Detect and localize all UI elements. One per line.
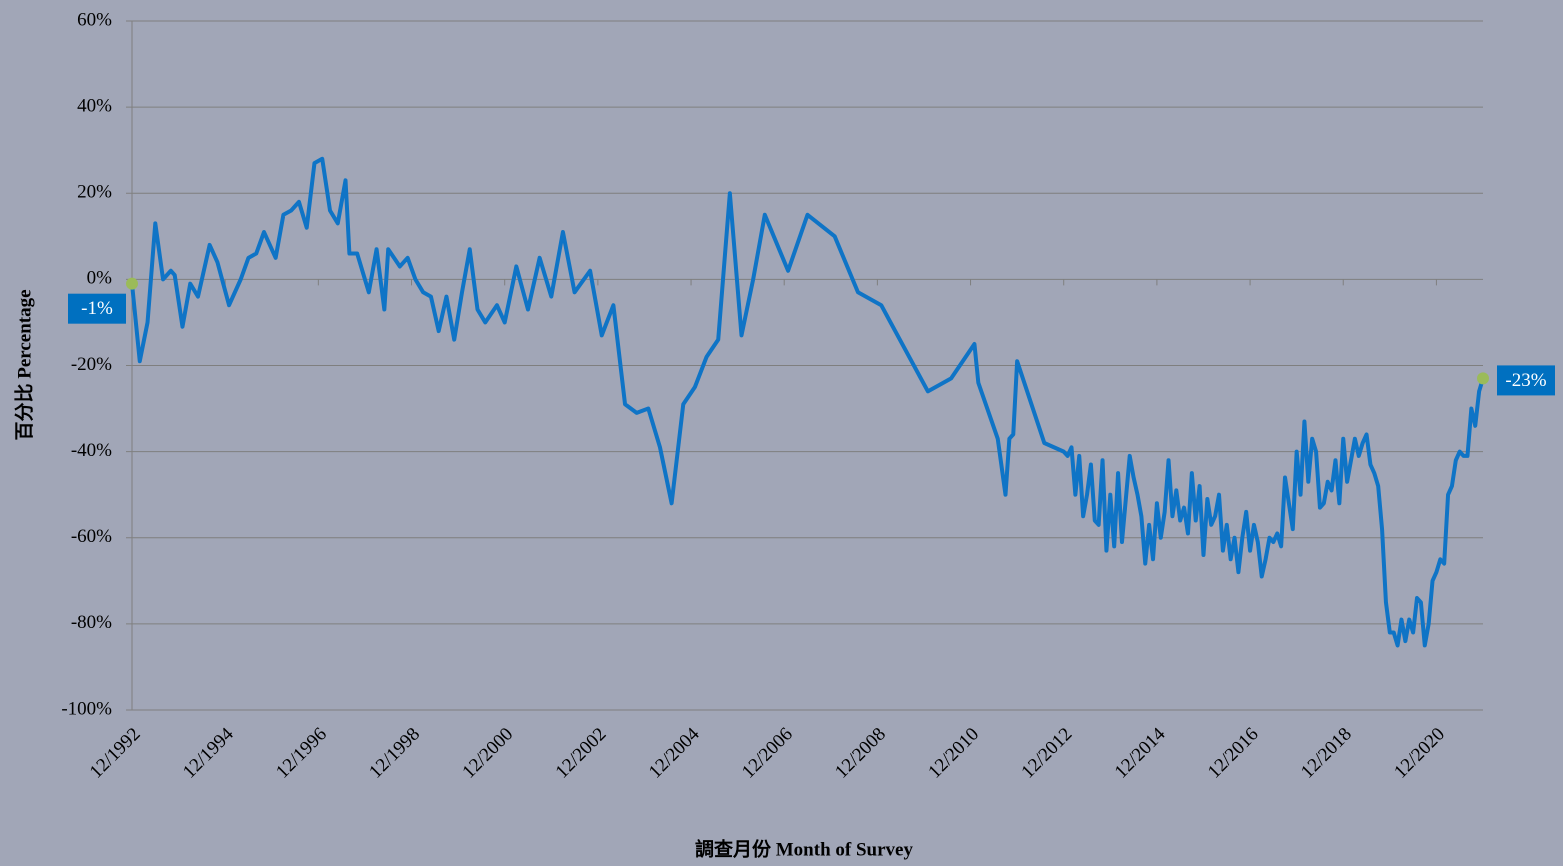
endpoint-marker	[126, 277, 138, 290]
y-tick-label: 20%	[77, 182, 112, 203]
endpoint-marker	[1477, 372, 1489, 385]
y-tick-label: 0%	[87, 268, 113, 289]
data-line	[130, 156, 1485, 648]
y-tick-label: -80%	[71, 612, 112, 633]
y-tick-label: -40%	[71, 440, 112, 461]
y-tick-label: 60%	[77, 9, 112, 30]
annotation-label: -1%	[81, 298, 113, 319]
y-axis-title: 百分比 Percentage	[13, 289, 35, 440]
y-tick-label: 40%	[77, 95, 112, 116]
y-tick-label: -20%	[71, 354, 112, 375]
annotation-box	[1497, 365, 1555, 396]
y-tick-label: -100%	[61, 698, 112, 719]
y-tick-label: -60%	[71, 526, 112, 547]
annotation-label: -23%	[1505, 370, 1546, 391]
x-axis-title: 調查月份 Month of Survey	[695, 837, 913, 860]
annotation-box	[68, 293, 126, 324]
